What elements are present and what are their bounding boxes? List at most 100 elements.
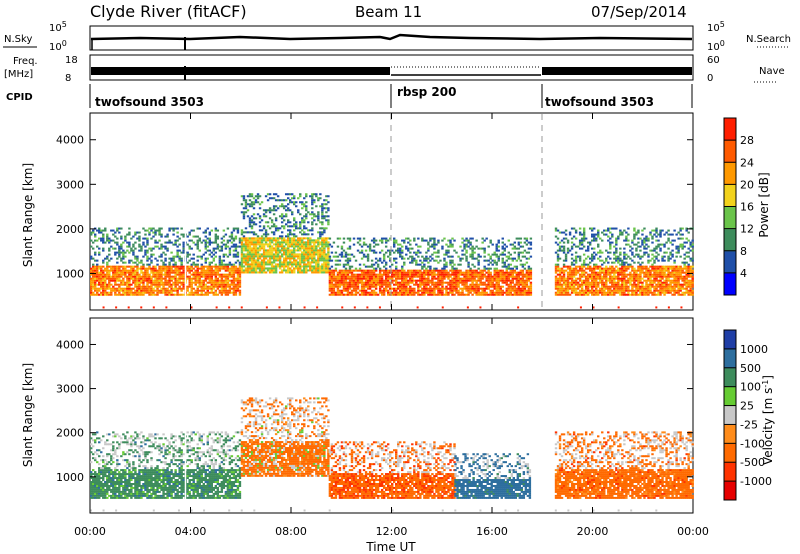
echo-cell xyxy=(188,291,191,294)
echo-cell xyxy=(635,283,638,286)
echo-cell xyxy=(564,291,568,294)
freq-band-0 xyxy=(91,67,390,75)
echo-cell xyxy=(224,291,228,294)
echo-cell xyxy=(633,269,636,272)
echo-cell xyxy=(523,249,527,252)
echo-cell xyxy=(613,245,616,248)
echo-cell xyxy=(303,271,306,274)
echo-cell xyxy=(423,273,426,276)
echo-cell xyxy=(593,275,596,278)
echo-cell xyxy=(108,285,111,288)
echo-cell xyxy=(214,233,218,236)
echo-cell xyxy=(130,247,133,250)
echo-cell xyxy=(150,255,153,258)
echo-cell xyxy=(325,241,328,244)
echo-cell xyxy=(305,255,308,258)
echo-cell xyxy=(334,267,338,270)
echo-cell xyxy=(307,269,310,272)
echo-cell xyxy=(603,289,606,292)
echo-cell xyxy=(590,235,594,238)
echo-cell xyxy=(413,287,416,290)
echo-cell xyxy=(230,233,234,236)
echo-cell xyxy=(228,283,232,286)
echo-cell xyxy=(362,289,366,292)
echo-cell xyxy=(317,263,320,266)
echo-cell xyxy=(258,255,262,258)
echo-cell xyxy=(194,289,197,292)
echo-cell xyxy=(280,215,284,218)
echo-cell xyxy=(323,259,326,262)
echo-cell xyxy=(356,283,360,286)
echo-cell xyxy=(370,281,374,284)
echo-cell xyxy=(280,263,284,266)
echo-cell xyxy=(303,221,306,224)
echo-cell xyxy=(218,249,222,252)
echo-cell xyxy=(631,259,634,262)
echo-cell xyxy=(118,231,121,234)
echo-cell xyxy=(94,281,97,284)
echo-cell xyxy=(204,247,207,250)
echo-cell xyxy=(230,267,234,270)
beam-title: Beam 11 xyxy=(355,3,422,21)
echo-cell xyxy=(431,289,434,292)
echo-cell xyxy=(407,257,410,260)
echo-cell xyxy=(455,287,458,290)
echo-cell xyxy=(515,289,519,292)
echo-cell xyxy=(124,235,127,238)
echo-cell xyxy=(174,285,177,288)
echo-cell xyxy=(297,247,300,250)
echo-cell xyxy=(568,277,572,280)
echo-cell xyxy=(156,275,159,278)
echo-cell xyxy=(374,293,378,296)
echo-cell xyxy=(443,271,446,274)
echo-cell xyxy=(595,233,598,236)
echo-cell xyxy=(128,259,131,262)
echo-cell xyxy=(625,253,628,256)
echo-cell xyxy=(332,275,336,278)
echo-cell xyxy=(584,285,588,288)
echo-cell xyxy=(136,283,139,286)
echo-cell xyxy=(240,211,244,214)
echo-cell xyxy=(256,261,260,264)
echo-cell xyxy=(120,289,123,292)
echo-cell xyxy=(376,265,380,268)
echo-cell xyxy=(517,257,521,260)
echo-cell xyxy=(625,281,628,284)
echo-cell xyxy=(200,267,203,270)
echo-cell xyxy=(574,287,578,290)
echo-cell xyxy=(633,291,636,294)
echo-cell xyxy=(254,243,258,246)
echo-cell xyxy=(297,239,300,242)
echo-cell xyxy=(489,293,492,296)
echo-cell xyxy=(399,281,402,284)
echo-cell xyxy=(405,247,408,250)
echo-cell xyxy=(605,291,608,294)
echo-cell xyxy=(635,277,638,280)
echo-cell xyxy=(317,199,320,202)
echo-cell xyxy=(437,277,440,280)
echo-cell xyxy=(597,245,600,248)
echo-cell xyxy=(527,291,531,294)
echo-cell xyxy=(293,203,296,206)
echo-cell xyxy=(98,247,101,250)
echo-cell xyxy=(327,247,330,250)
echo-cell xyxy=(126,233,129,236)
echo-cell xyxy=(212,249,216,252)
echo-cell xyxy=(102,275,105,278)
echo-cell xyxy=(190,247,193,250)
echo-cell xyxy=(274,267,278,270)
echo-cell xyxy=(297,261,300,264)
echo-cell xyxy=(214,229,218,232)
echo-cell xyxy=(182,249,185,252)
echo-cell xyxy=(578,275,582,278)
echo-cell xyxy=(106,233,109,236)
echo-cell xyxy=(240,265,244,268)
echo-cell xyxy=(631,293,634,296)
echo-cell xyxy=(455,279,458,282)
echo-cell xyxy=(425,271,428,274)
echo-cell xyxy=(372,267,376,270)
echo-cell xyxy=(210,229,214,232)
echo-cell xyxy=(174,265,177,268)
echo-cell xyxy=(629,273,632,276)
echo-cell xyxy=(301,233,304,236)
